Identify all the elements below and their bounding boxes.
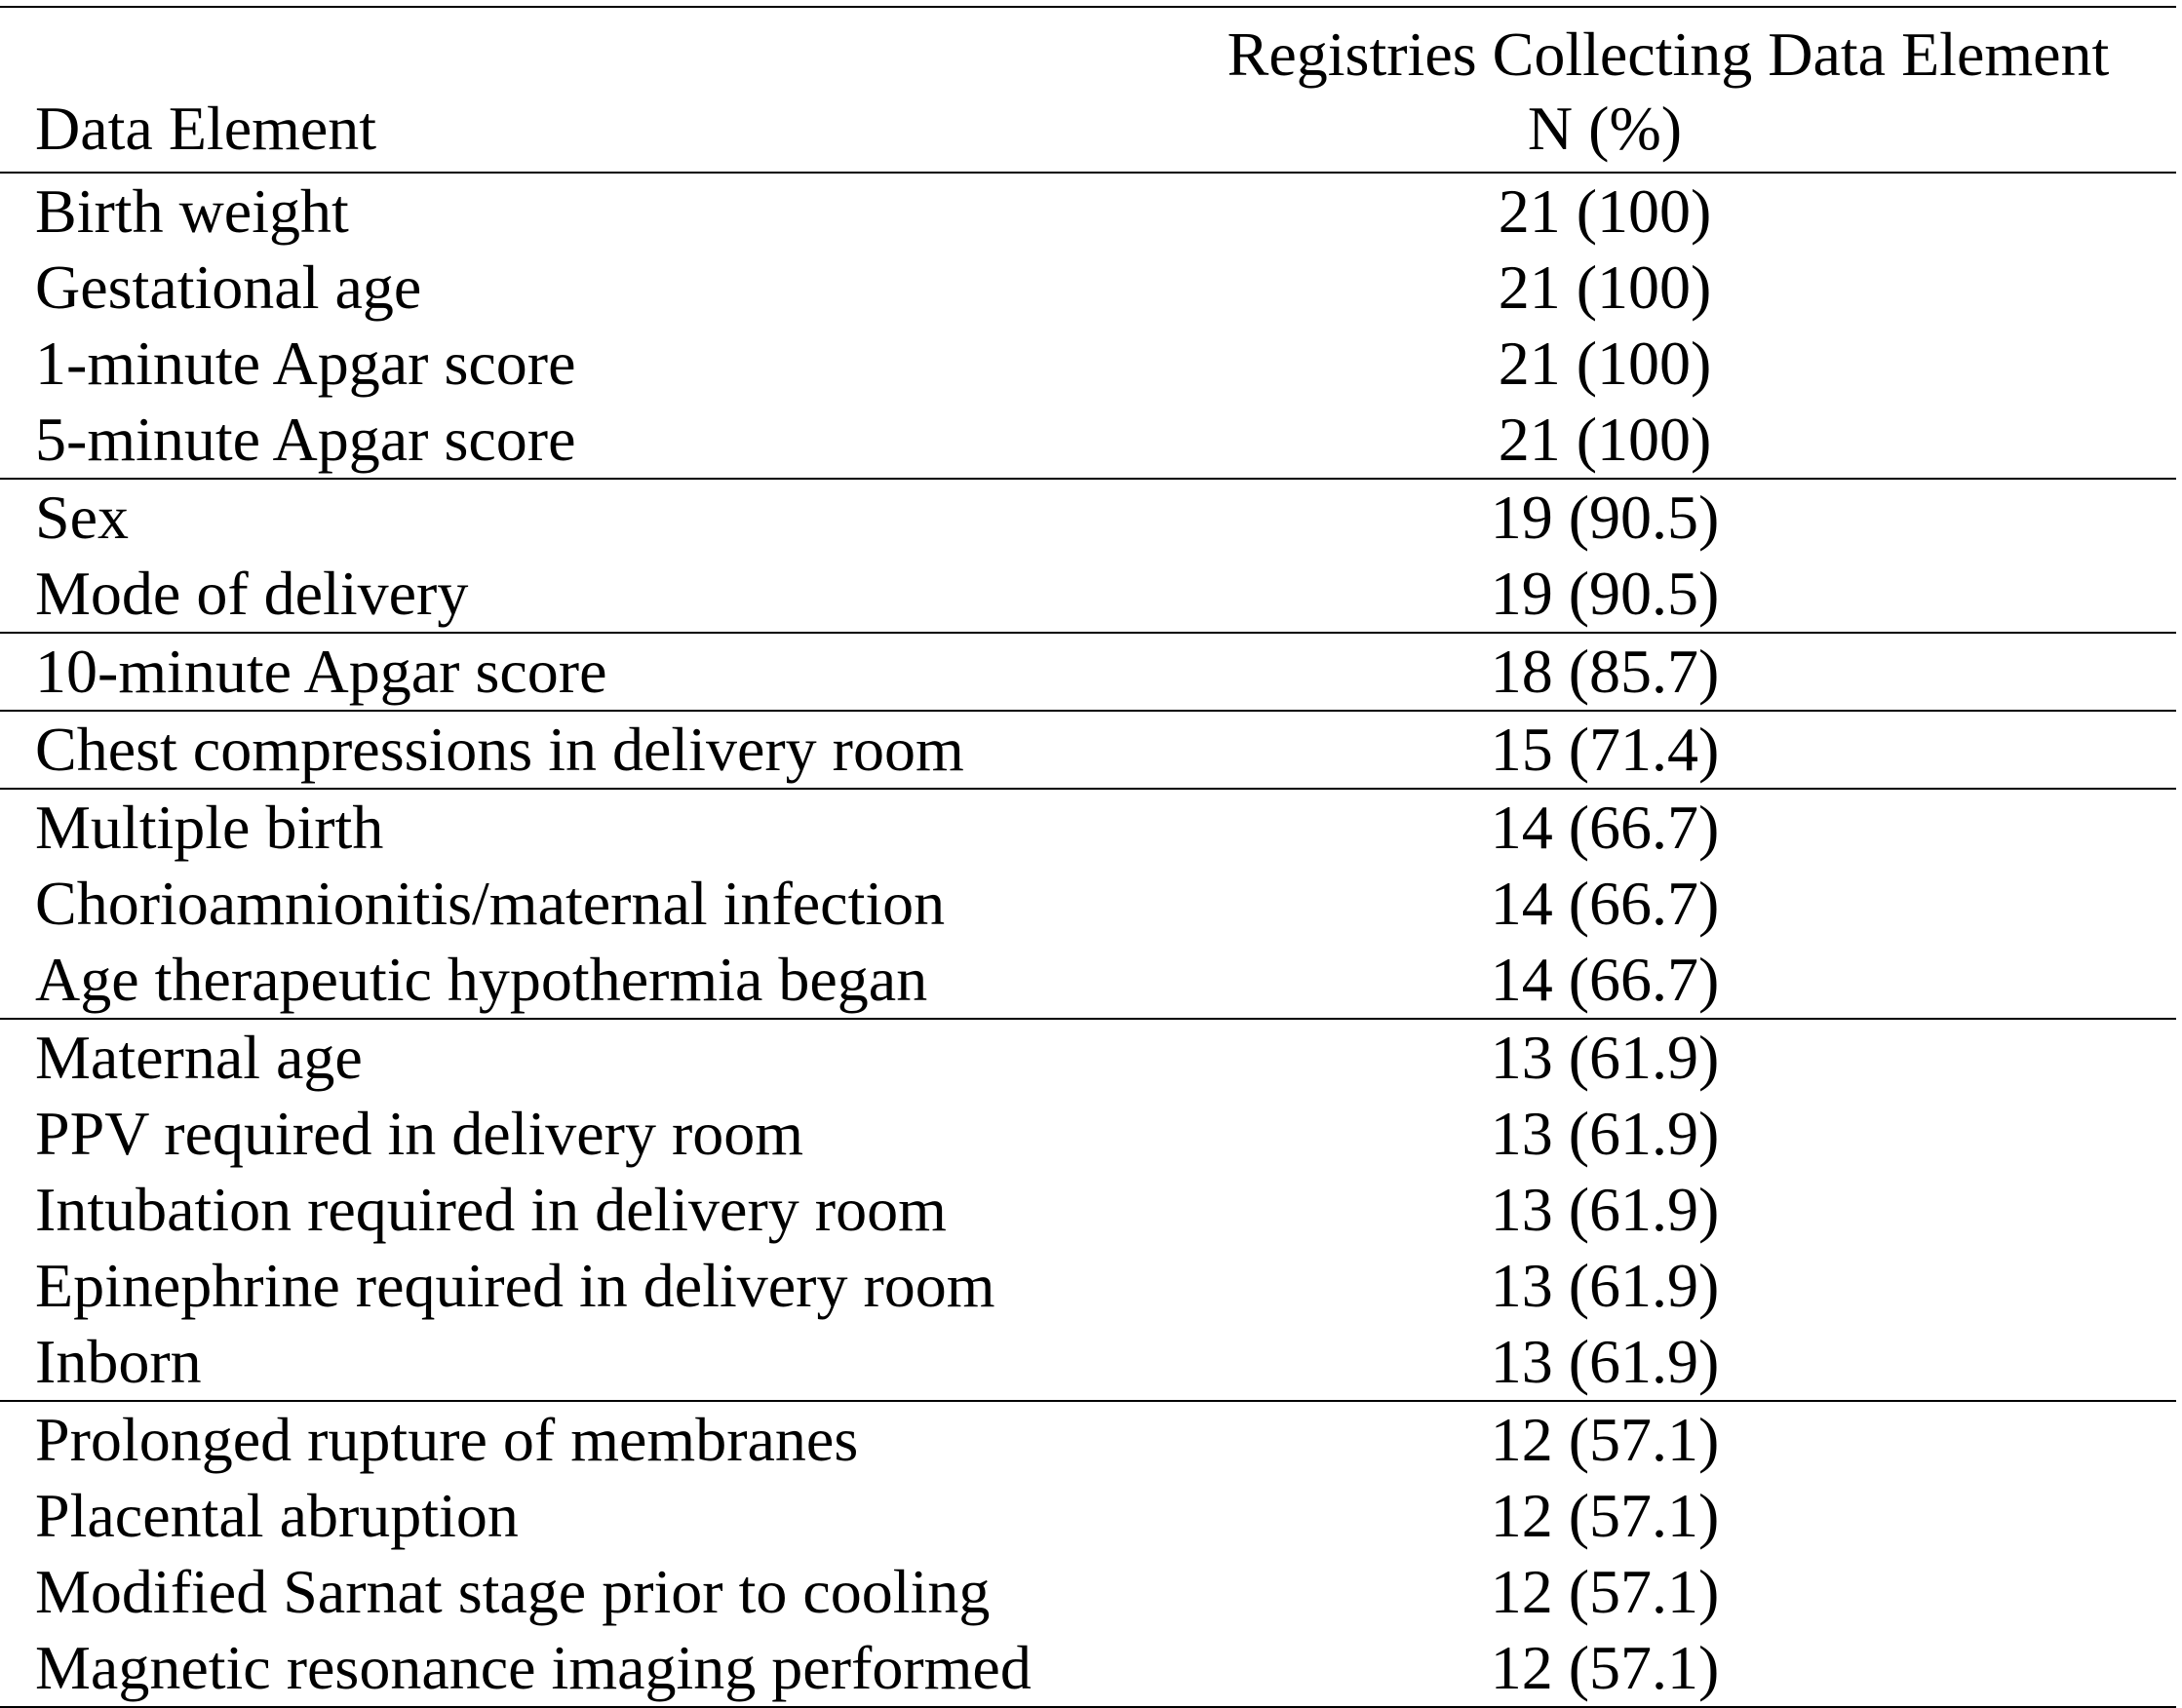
data-element-cell: 5-minute Apgar score [0, 402, 1160, 480]
data-element-cell: Maternal age [35, 1023, 363, 1092]
table-row: Modified Sarnat stage prior to cooling 12… [0, 1554, 2176, 1630]
data-element-cell: Mode of delivery [0, 556, 1160, 634]
table-row: Epinephrine required in delivery room 13 … [0, 1248, 2176, 1324]
header-n-percent-label: N (%) [1527, 94, 1683, 163]
data-elements-table-container: Data Element Registries Collecting Data … [0, 6, 2176, 1708]
registries-count-cell: 12 (57.1) [1160, 1630, 2176, 1708]
table-row: Gestational age 21 (100) [0, 250, 2176, 326]
table-row: Age therapeutic hypothermia began 14 (66.… [0, 942, 2176, 1020]
registries-count-cell: 19 (90.5) [1160, 556, 2176, 634]
table-row: Placental abruption 12 (57.1) [0, 1478, 2176, 1554]
table-row: Birth weight 21 (100) [0, 173, 2176, 250]
registries-count-cell: 14 (66.7) [1160, 942, 2176, 1020]
registries-count-cell: 13 (61.9) [1160, 1324, 2176, 1402]
data-element-cell: Birth weight [35, 176, 349, 246]
header-registries-count: Registries Collecting Data Element N (%) [1160, 7, 2176, 173]
registries-count-cell: 13 (61.9) [1490, 1023, 1720, 1092]
table-row: Chorioamnionitis/maternal infection 14 (6… [0, 866, 2176, 942]
registries-count-cell: 12 (57.1) [1490, 1481, 1720, 1550]
data-element-cell: Multiple birth [35, 793, 384, 862]
data-element-cell: PPV required in delivery room [35, 1099, 804, 1168]
data-element-cell: Age therapeutic hypothermia began [0, 942, 1160, 1020]
data-element-cell: Magnetic resonance imaging performed [0, 1630, 1160, 1708]
registries-count-cell: 13 (61.9) [1490, 1099, 1720, 1168]
data-elements-table: Data Element Registries Collecting Data … [0, 6, 2176, 1708]
header-data-element: Data Element [35, 94, 377, 163]
data-element-cell: Gestational age [35, 252, 422, 322]
registries-count-cell: 13 (61.9) [1490, 1251, 1720, 1320]
table-row: 5-minute Apgar score 21 (100) [0, 402, 2176, 480]
table-row: Chest compressions in delivery room 15 (7… [0, 711, 2176, 790]
table-row: Sex 19 (90.5) [0, 479, 2176, 556]
table-body: Birth weight 21 (100) Gestational age 21 (1… [0, 173, 2176, 1708]
registries-count-cell: 19 (90.5) [1490, 483, 1720, 552]
table-row: 10-minute Apgar score 18 (85.7) [0, 633, 2176, 712]
data-element-cell: Inborn [0, 1324, 1160, 1402]
data-element-cell: Prolonged rupture of membranes [35, 1405, 859, 1474]
registries-count-cell: 21 (100) [1160, 402, 2176, 480]
table-row: Multiple birth 14 (66.7) [0, 789, 2176, 866]
registries-count-cell: 12 (57.1) [1490, 1405, 1720, 1474]
registries-count-cell: 13 (61.9) [1490, 1175, 1720, 1244]
data-element-cell: Modified Sarnat stage prior to cooling [35, 1557, 991, 1626]
table-row: PPV required in delivery room 13 (61.9) [0, 1096, 2176, 1172]
registries-count-cell: 15 (71.4) [1160, 711, 2176, 790]
table-row: 1-minute Apgar score 21 (100) [0, 326, 2176, 402]
registries-count-cell: 21 (100) [1498, 329, 1712, 398]
table-header-row: Data Element Registries Collecting Data … [0, 7, 2176, 173]
registries-count-cell: 14 (66.7) [1490, 869, 1720, 938]
data-element-cell: 10-minute Apgar score [0, 633, 1160, 712]
table-row: Mode of delivery 19 (90.5) [0, 556, 2176, 634]
table-row: Intubation required in delivery room 13 (… [0, 1172, 2176, 1248]
registries-count-cell: 18 (85.7) [1160, 633, 2176, 712]
table-row: Prolonged rupture of membranes 12 (57.1) [0, 1401, 2176, 1478]
data-element-cell: Intubation required in delivery room [35, 1175, 947, 1244]
registries-count-cell: 12 (57.1) [1490, 1557, 1720, 1626]
data-element-cell: Sex [35, 483, 129, 552]
table-row: Magnetic resonance imaging performed 12 (… [0, 1630, 2176, 1708]
data-element-cell: Epinephrine required in delivery room [35, 1251, 995, 1320]
header-registries-label: Registries Collecting Data Element [1227, 19, 2110, 89]
table-row: Inborn 13 (61.9) [0, 1324, 2176, 1402]
registries-count-cell: 14 (66.7) [1490, 793, 1720, 862]
table-row: Maternal age 13 (61.9) [0, 1019, 2176, 1096]
data-element-cell: Chorioamnionitis/maternal infection [35, 869, 946, 938]
registries-count-cell: 21 (100) [1498, 176, 1712, 246]
data-element-cell: Placental abruption [35, 1481, 519, 1550]
data-element-cell: Chest compressions in delivery room [0, 711, 1160, 790]
registries-count-cell: 21 (100) [1498, 252, 1712, 322]
data-element-cell: 1-minute Apgar score [35, 329, 576, 398]
